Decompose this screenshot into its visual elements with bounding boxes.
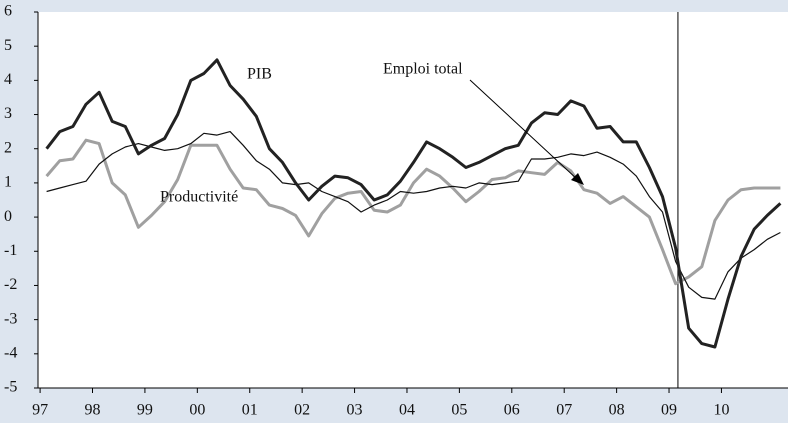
y-tick-label: -3 (4, 310, 17, 327)
x-tick-label: 08 (609, 402, 625, 419)
x-tick-label: 03 (347, 402, 363, 419)
y-tick-label: 6 (4, 3, 12, 20)
x-tick-label: 02 (294, 402, 310, 419)
y-tick-label: -5 (4, 379, 17, 396)
x-tick-label: 98 (85, 402, 101, 419)
x-tick-label: 99 (137, 402, 153, 419)
x-tick-label: 10 (713, 402, 729, 419)
series-label: Emploi total (383, 61, 463, 78)
y-tick-label: 1 (4, 174, 12, 191)
series-line (45, 138, 781, 286)
x-tick-label: 97 (32, 402, 48, 419)
x-tick-label: 06 (504, 402, 520, 419)
y-tick-label: 2 (4, 139, 12, 156)
x-tick-label: 00 (189, 402, 205, 419)
y-tick-label: -4 (4, 344, 17, 361)
x-tick-label: 05 (451, 402, 467, 419)
x-tick-label: 09 (661, 402, 677, 419)
series-line (45, 58, 782, 349)
x-tick-label: 04 (399, 402, 415, 419)
series-label: PIB (247, 66, 272, 83)
x-tick-label: 01 (242, 402, 258, 419)
y-tick-label: -1 (4, 242, 17, 259)
x-tick-label: 07 (556, 402, 572, 419)
y-tick-label: 3 (4, 105, 12, 122)
arrow-line (469, 79, 579, 181)
arrow-head (571, 173, 584, 185)
y-tick-label: 5 (4, 37, 12, 54)
y-tick-label: -2 (4, 276, 17, 293)
y-tick-label: 4 (4, 71, 12, 88)
series-label: Productivité (160, 189, 238, 206)
series-line (46, 131, 781, 300)
y-tick-label: 0 (4, 208, 12, 225)
